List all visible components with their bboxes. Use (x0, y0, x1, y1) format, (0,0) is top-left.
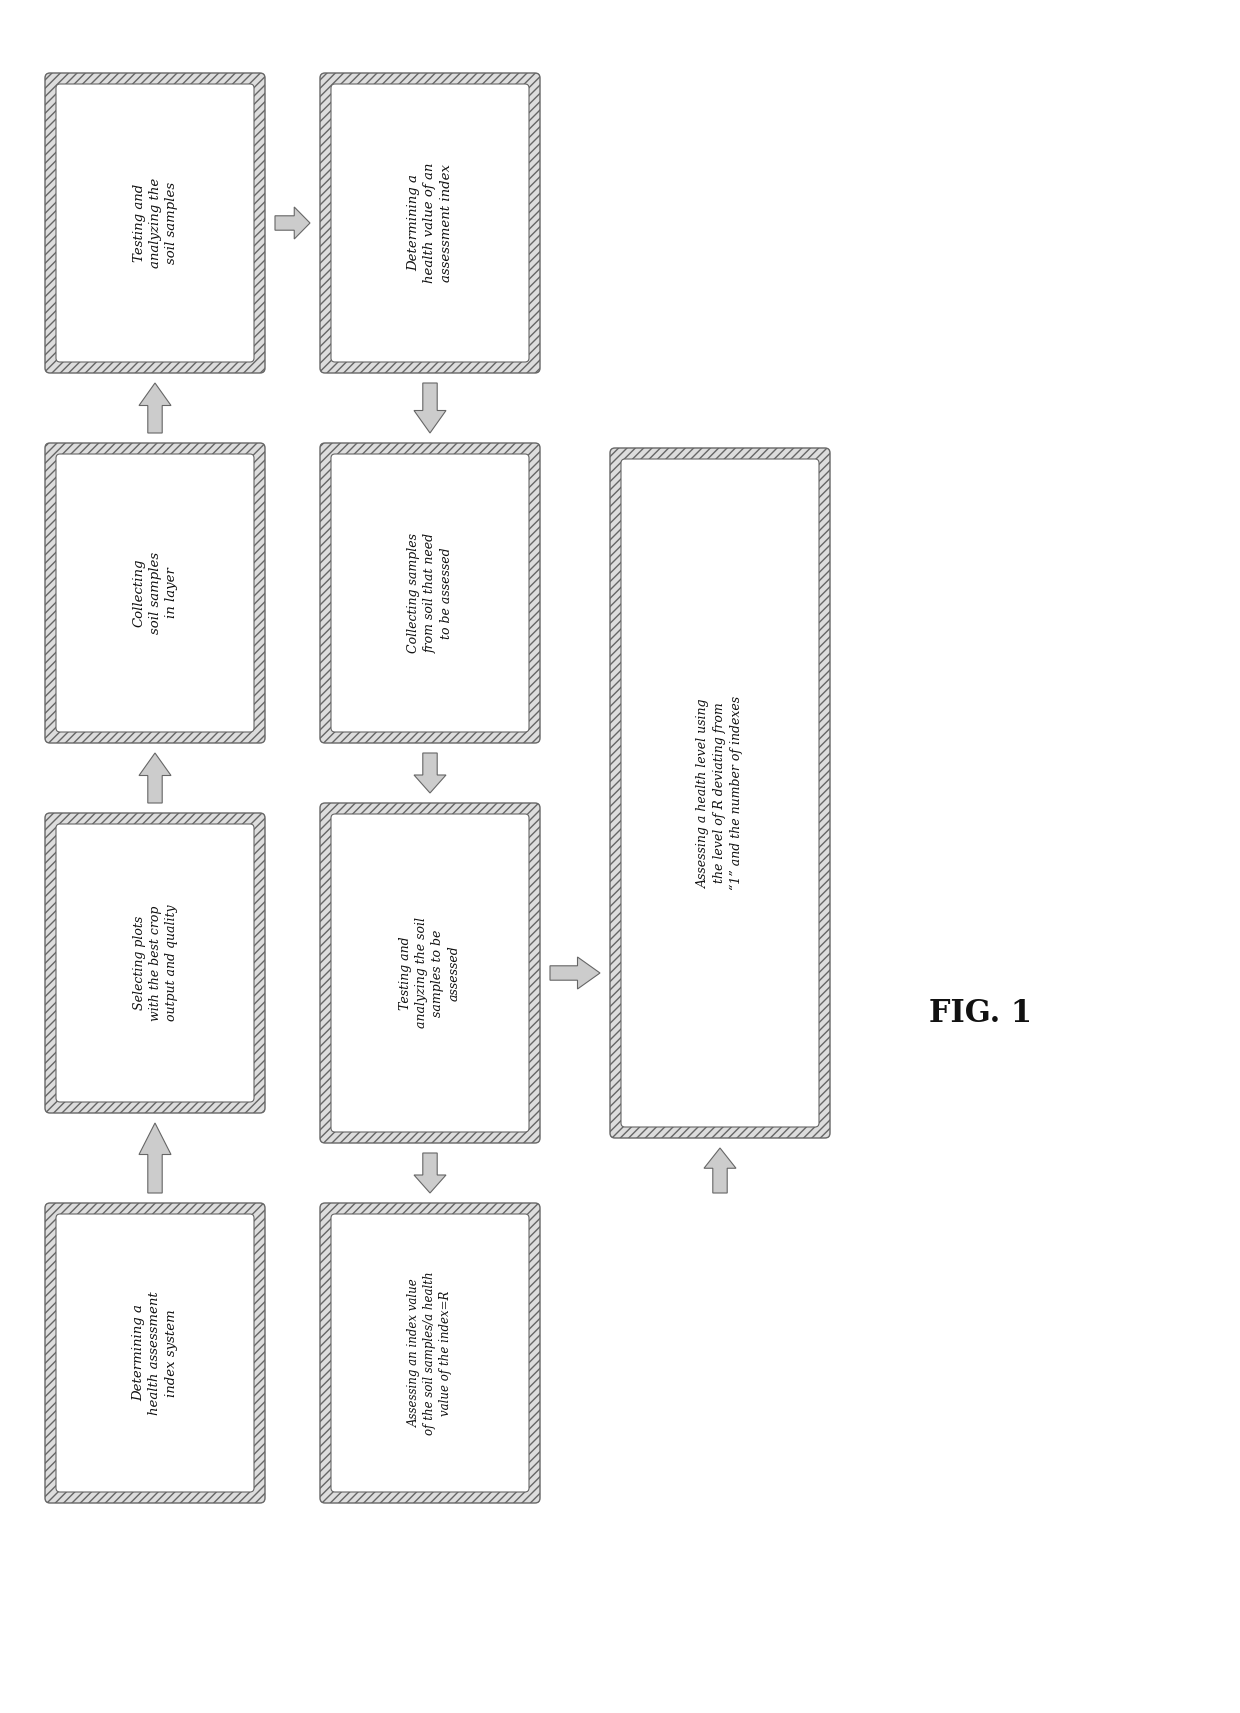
FancyBboxPatch shape (331, 84, 529, 361)
Polygon shape (551, 958, 600, 988)
Text: Determining a
health value of an
assessment index: Determining a health value of an assessm… (408, 163, 453, 283)
Text: Assessing a health level using
the level of R deviating from
“1” and the number : Assessing a health level using the level… (697, 695, 743, 891)
FancyBboxPatch shape (331, 454, 529, 731)
FancyBboxPatch shape (331, 814, 529, 1132)
Text: Testing and
analyzing the soil
samples to be
assessed: Testing and analyzing the soil samples t… (399, 918, 460, 1028)
Polygon shape (139, 1124, 171, 1192)
FancyBboxPatch shape (320, 444, 539, 743)
Text: FIG. 1: FIG. 1 (929, 997, 1032, 1028)
FancyBboxPatch shape (56, 454, 254, 731)
Text: Collecting
soil samples
in layer: Collecting soil samples in layer (133, 552, 177, 634)
Polygon shape (414, 754, 446, 793)
FancyBboxPatch shape (320, 803, 539, 1143)
FancyBboxPatch shape (45, 1203, 265, 1502)
FancyBboxPatch shape (610, 449, 830, 1137)
FancyBboxPatch shape (45, 74, 265, 373)
FancyBboxPatch shape (56, 824, 254, 1101)
FancyBboxPatch shape (56, 84, 254, 361)
FancyBboxPatch shape (320, 74, 539, 373)
FancyBboxPatch shape (45, 814, 265, 1113)
Polygon shape (139, 754, 171, 803)
FancyBboxPatch shape (320, 1203, 539, 1502)
FancyBboxPatch shape (331, 1215, 529, 1492)
Polygon shape (414, 384, 446, 433)
FancyBboxPatch shape (56, 1215, 254, 1492)
Text: Assessing an index value
of the soil samples/a health
value of the index=R: Assessing an index value of the soil sam… (408, 1271, 453, 1435)
Text: Collecting samples
from soil that need
to be assessed: Collecting samples from soil that need t… (408, 533, 453, 653)
FancyBboxPatch shape (45, 444, 265, 743)
FancyBboxPatch shape (621, 459, 818, 1127)
Polygon shape (139, 384, 171, 433)
Polygon shape (704, 1148, 737, 1192)
Text: Testing and
analyzing the
soil samples: Testing and analyzing the soil samples (133, 178, 177, 269)
Polygon shape (414, 1153, 446, 1192)
Text: Selecting plots
with the best crop
output and quality: Selecting plots with the best crop outpu… (133, 904, 177, 1021)
Text: Determining a
health assessment
index system: Determining a health assessment index sy… (133, 1292, 177, 1415)
Polygon shape (275, 207, 310, 240)
